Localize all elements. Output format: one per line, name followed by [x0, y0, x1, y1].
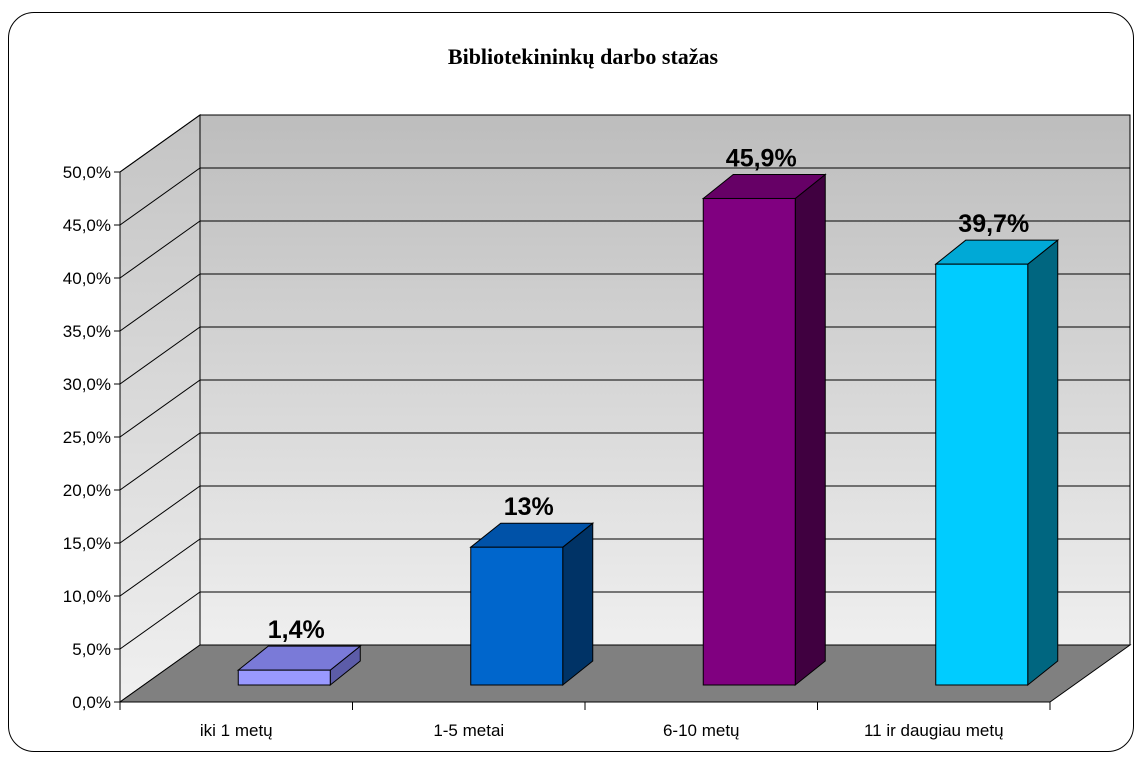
x-tick-label: 6-10 metų	[663, 721, 740, 740]
gridline	[119, 114, 1130, 173]
bar	[237, 669, 331, 686]
chart-title: Bibliotekininkų darbo stažas	[448, 44, 719, 69]
y-tick-label: 5,0%	[72, 640, 111, 659]
bar-side	[1027, 239, 1059, 687]
bar	[470, 546, 564, 686]
bar	[935, 263, 1029, 686]
bar-side	[562, 522, 594, 687]
y-tick-label: 15,0%	[63, 534, 111, 553]
data-label: 45,9%	[726, 144, 797, 172]
gridline	[119, 167, 1130, 226]
y-tick-label: 20,0%	[63, 481, 111, 500]
bar-side	[794, 173, 826, 687]
y-tick-label: 30,0%	[63, 375, 111, 394]
y-tick-label: 10,0%	[63, 587, 111, 606]
bar	[702, 197, 796, 686]
x-tick-label: 1-5 metai	[433, 721, 504, 740]
y-tick-label: 25,0%	[63, 428, 111, 447]
y-tick-label: 0,0%	[72, 693, 111, 712]
y-tick-label: 40,0%	[63, 269, 111, 288]
data-label: 1,4%	[268, 616, 325, 644]
y-tick-label: 50,0%	[63, 163, 111, 182]
data-label: 39,7%	[958, 210, 1029, 238]
x-tick-label: 11 ir daugiau metų	[864, 721, 1004, 740]
x-tick-label: iki 1 metų	[200, 721, 273, 740]
y-tick-label: 35,0%	[63, 322, 111, 341]
data-label: 13%	[504, 493, 554, 521]
y-tick-label: 45,0%	[63, 216, 111, 235]
